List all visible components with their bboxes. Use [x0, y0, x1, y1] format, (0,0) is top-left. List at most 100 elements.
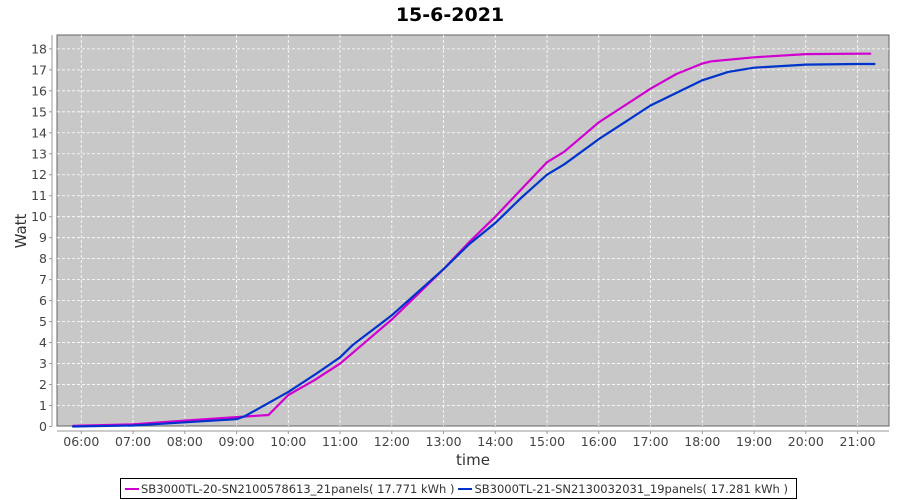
y-tick-label: 1	[39, 398, 47, 413]
y-tick-label: 12	[31, 167, 47, 182]
legend-item-series-1: SB3000TL-20-SN2100578613_21panels( 17.77…	[125, 482, 454, 496]
legend-label: SB3000TL-21-SN2130032031_19panels( 17.28…	[474, 481, 788, 496]
x-tick-label: 11:00	[322, 434, 358, 449]
data-point	[710, 60, 712, 63]
data-point	[287, 390, 290, 393]
series-lines	[71, 52, 876, 428]
x-axis-label: time	[456, 451, 490, 469]
data-point	[597, 121, 600, 124]
plot-area	[56, 34, 890, 427]
x-tick-label: 07:00	[115, 434, 151, 449]
data-point	[701, 62, 704, 65]
y-tick-label: 3	[39, 356, 47, 371]
x-tick-label: 13:00	[426, 434, 462, 449]
legend: SB3000TL-20-SN2100578613_21panels( 17.77…	[120, 478, 797, 499]
data-point	[563, 163, 566, 166]
x-tick-label: 06:00	[63, 434, 99, 449]
data-point	[563, 150, 566, 153]
data-point	[313, 374, 316, 376]
data-point	[804, 53, 807, 56]
y-tick-label: 0	[39, 419, 47, 434]
y-tick-label: 4	[39, 335, 47, 350]
x-tick-label: 10:00	[270, 434, 306, 449]
x-tick-label: 12:00	[374, 434, 410, 449]
data-point	[623, 121, 626, 124]
data-point	[649, 87, 652, 90]
data-point	[267, 414, 270, 416]
data-point	[753, 66, 755, 69]
data-point	[390, 314, 393, 317]
data-point	[339, 356, 341, 359]
y-tick-label: 15	[31, 104, 47, 119]
x-tick-label: 17:00	[633, 434, 669, 449]
y-tick-label: 13	[31, 146, 47, 161]
data-point	[546, 173, 548, 176]
data-point	[520, 188, 523, 191]
data-point	[649, 104, 652, 107]
x-axis: 06:00 07:00 08:00 09:00 10:00 11:00 12:00 13:00…	[57, 430, 889, 449]
data-point	[856, 52, 859, 55]
x-tick-label: 14:00	[477, 434, 513, 449]
data-point	[546, 161, 548, 164]
data-point	[339, 362, 341, 365]
x-tick-label: 08:00	[167, 434, 203, 449]
y-tick-label: 16	[31, 83, 47, 98]
x-tick-label: 16:00	[581, 434, 617, 449]
data-point	[352, 343, 354, 346]
data-point	[442, 268, 445, 271]
data-point	[287, 394, 290, 396]
x-tick-label: 18:00	[684, 434, 720, 449]
legend-swatch	[458, 487, 473, 490]
data-point	[416, 291, 419, 294]
x-tick-label: 19:00	[736, 434, 772, 449]
data-point	[701, 79, 704, 82]
grid	[57, 35, 889, 426]
y-axis-label: Watt	[12, 213, 30, 248]
y-tick-label: 9	[39, 230, 47, 245]
legend-label: SB3000TL-20-SN2100578613_21panels( 17.77…	[141, 481, 455, 496]
data-point	[468, 243, 471, 245]
data-point	[244, 415, 247, 417]
data-point	[313, 379, 316, 382]
y-tick-label: 8	[39, 251, 47, 266]
data-point	[675, 92, 678, 94]
data-point	[727, 71, 730, 73]
data-point	[132, 424, 134, 427]
y-tick-label: 17	[31, 62, 47, 77]
data-point	[520, 196, 523, 199]
y-tick-label: 5	[39, 314, 47, 329]
data-point	[494, 222, 497, 224]
data-point	[235, 416, 238, 418]
y-tick-label: 10	[31, 209, 47, 224]
data-point	[869, 52, 872, 55]
data-point	[675, 73, 678, 75]
data-point	[71, 425, 74, 428]
data-point	[856, 63, 859, 65]
legend-swatch	[125, 487, 139, 490]
y-tick-label: 7	[39, 272, 47, 287]
legend-item-series-2: SB3000TL-21-SN2130032031_19panels( 17.28…	[458, 481, 788, 496]
x-tick-label: 15:00	[529, 434, 565, 449]
y-tick-label: 14	[31, 125, 47, 140]
data-point	[494, 215, 497, 218]
data-point	[597, 138, 600, 140]
y-tick-label: 11	[31, 188, 47, 203]
data-point	[183, 419, 186, 422]
data-point	[804, 63, 807, 66]
x-tick-label: 09:00	[219, 434, 255, 449]
data-point	[183, 421, 186, 424]
data-point	[753, 56, 755, 59]
x-tick-label: 21:00	[840, 434, 876, 449]
y-tick-label: 2	[39, 377, 47, 392]
x-tick-label: 20:00	[788, 434, 824, 449]
y-tick-label: 18	[31, 41, 47, 56]
chart-title: 15-6-2021	[396, 4, 504, 26]
data-point	[235, 418, 238, 421]
data-point	[623, 104, 626, 107]
data-point	[390, 318, 393, 321]
y-tick-label: 6	[39, 293, 47, 308]
data-point	[873, 63, 876, 65]
